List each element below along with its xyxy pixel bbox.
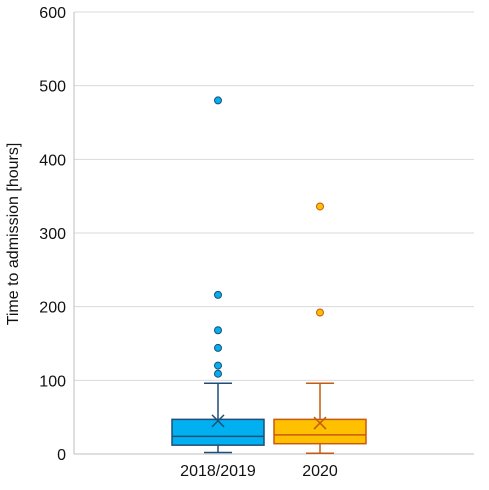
mean-marker [211,414,225,428]
y-tick-label-0: 0 [57,447,66,464]
y-tick-label-600: 600 [39,5,66,22]
y-tick-label-200: 200 [39,300,66,317]
outlier-point [214,290,222,299]
axis-labels: Time to admission [hours] [5,143,22,326]
x-tick-label-1: 2020 [302,463,338,480]
y-axis-label: Time to admission [hours] [5,143,22,326]
outlier-point [214,96,222,105]
box-series [171,96,367,455]
outlier-point [316,308,324,317]
outlier-point [214,343,222,352]
y-tick-label-400: 400 [39,152,66,169]
mean-marker [313,416,327,430]
outlier-point [214,369,222,378]
y-tick-label-100: 100 [39,373,66,390]
series-2018-2019 [171,96,265,454]
x-tick-label-0: 2018/2019 [180,463,256,480]
gridlines [74,11,474,381]
outlier-point [316,202,324,211]
box [171,418,265,446]
series-2020 [273,202,367,455]
axes: 0 100 200 300 400 500 600 2018/2019 2020 [39,5,474,480]
outlier-point [214,326,222,335]
outlier-point [214,361,222,370]
y-tick-label-300: 300 [39,226,66,243]
y-tick-label-500: 500 [39,79,66,96]
